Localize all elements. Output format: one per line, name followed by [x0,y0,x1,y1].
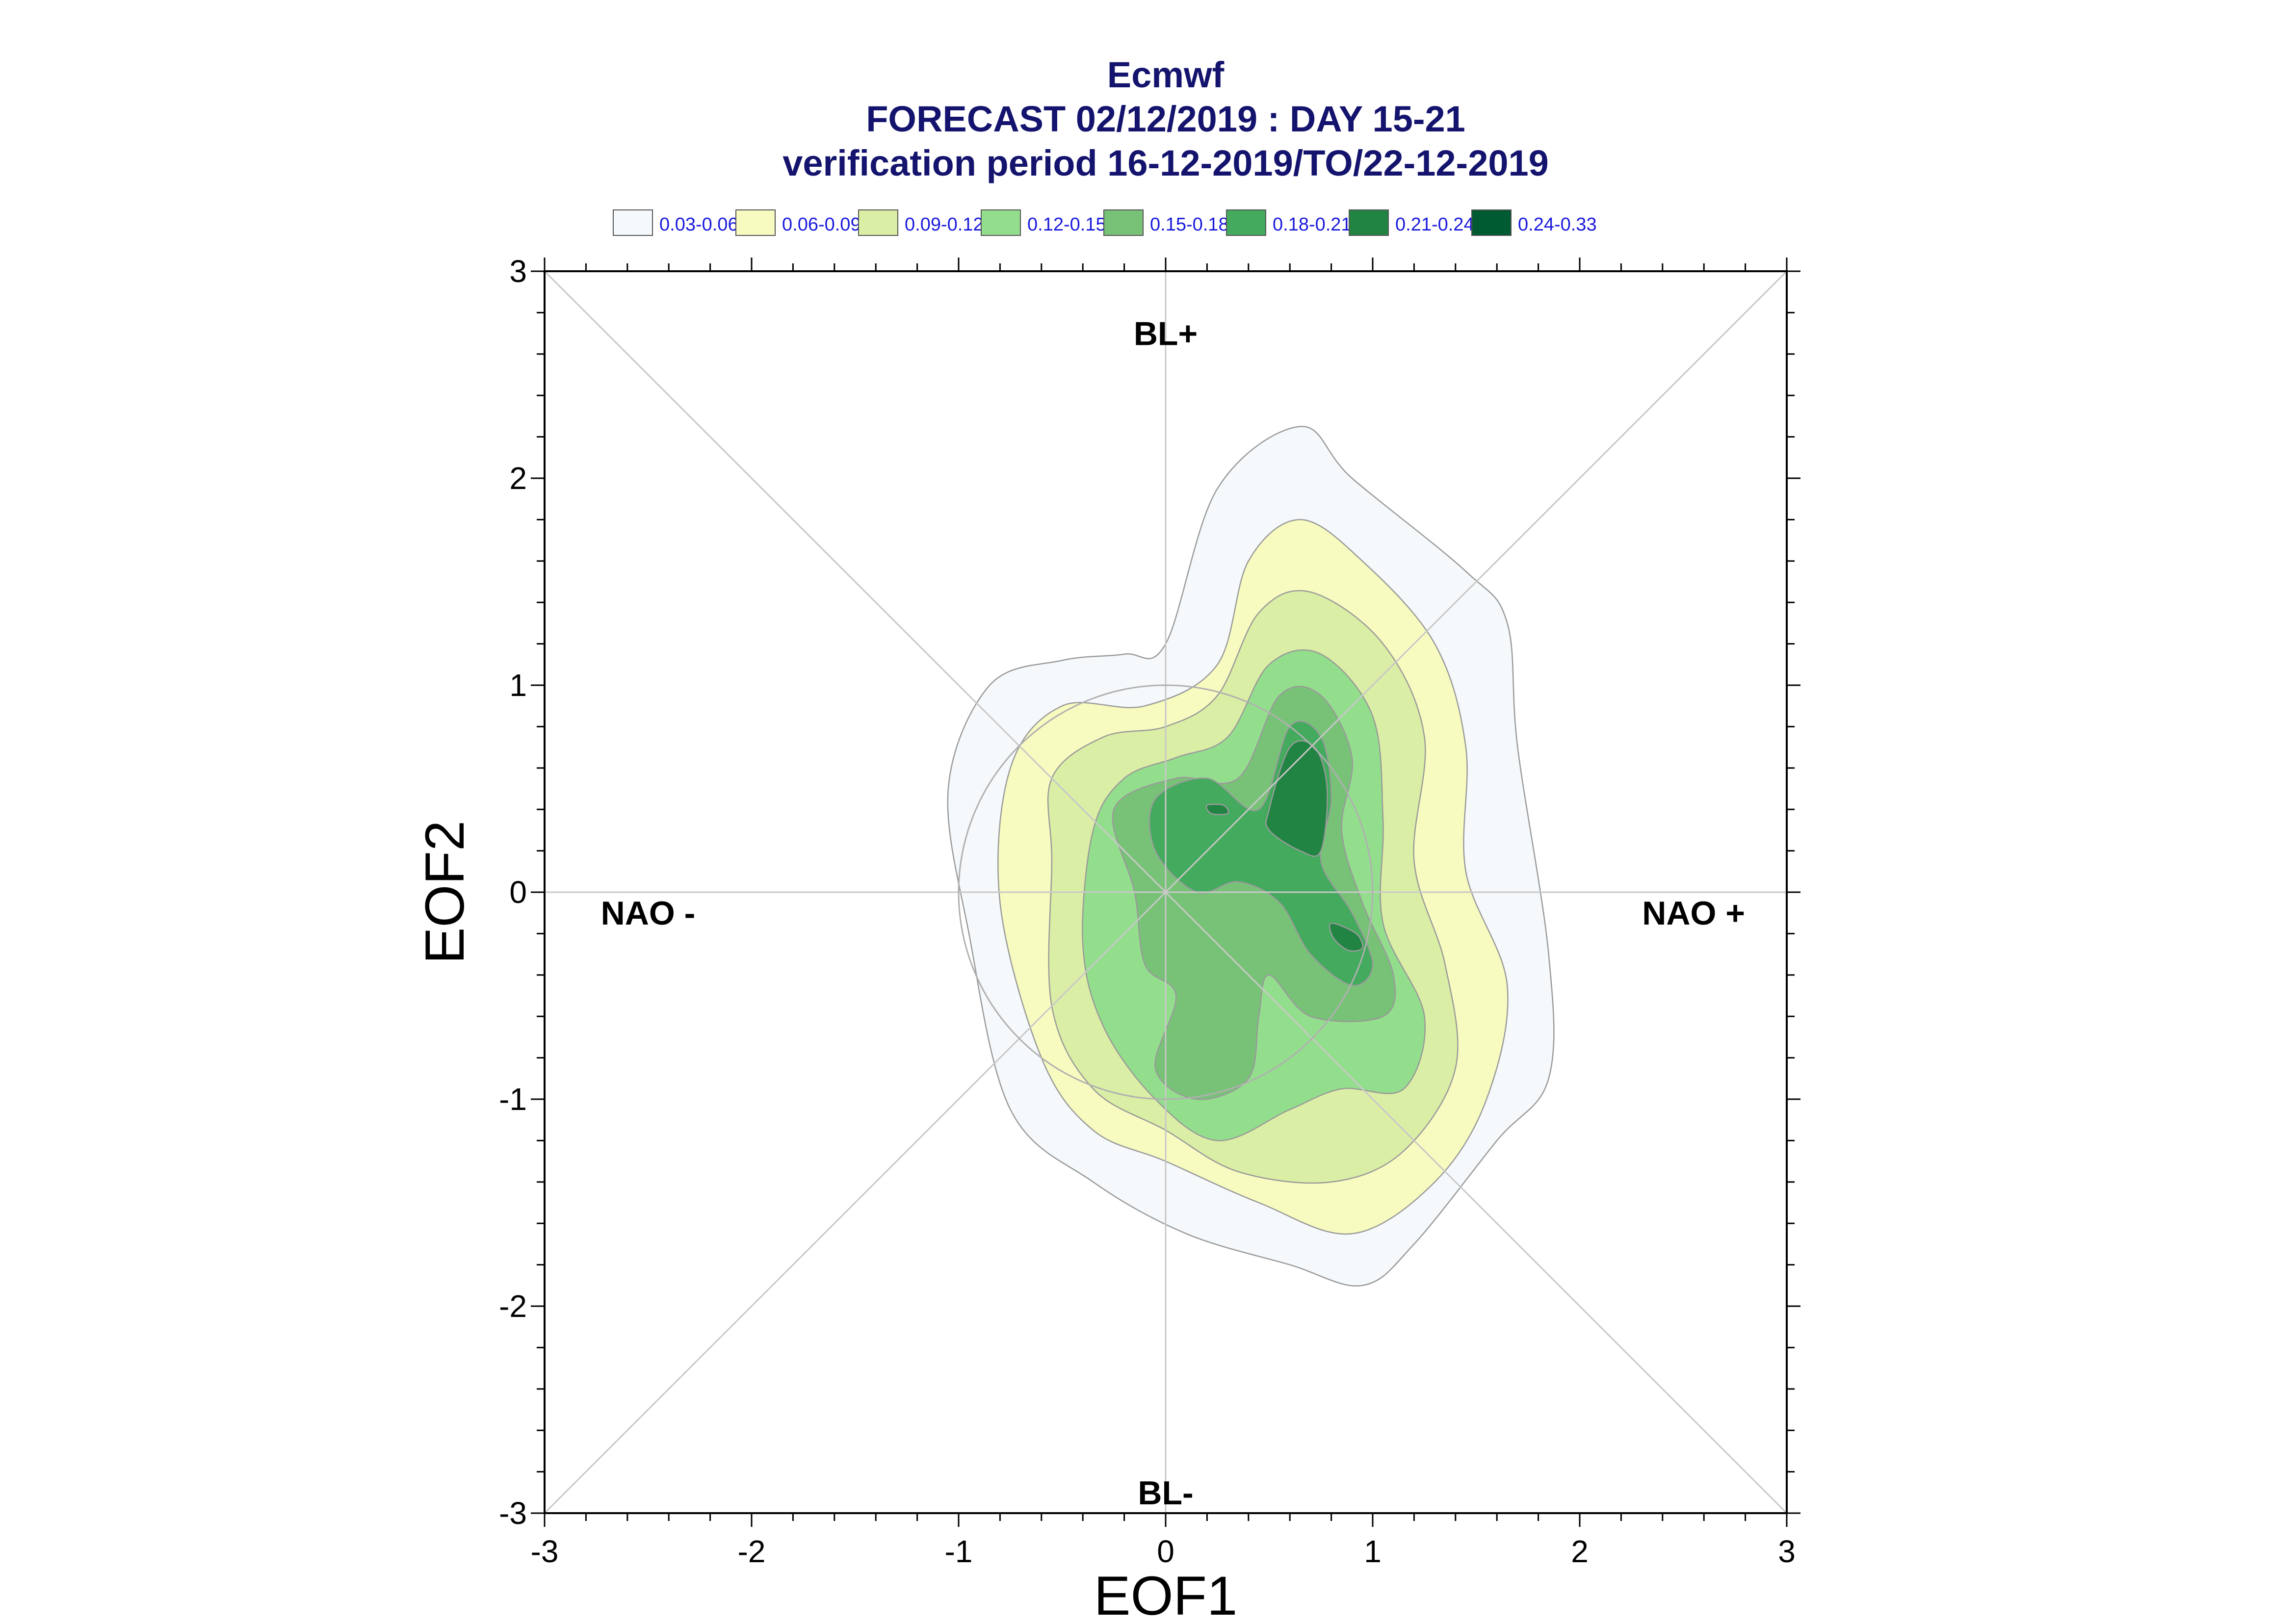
x-axis-title: EOF1 [1094,1565,1238,1624]
density-contours [947,426,1555,1287]
regime-label-3: NAO - [601,895,696,932]
title-line-2: FORECAST 02/12/2019 : DAY 15-21 [866,99,1465,139]
title-line-1: Ecmwf [1107,54,1225,95]
y-tick-label: 2 [509,461,527,496]
legend-label-6: 0.18-0.21 [1273,214,1352,235]
contour-9 [1205,803,1229,816]
contour-7 [1265,740,1328,857]
x-tick-label: -3 [531,1534,559,1569]
x-tick-label: 2 [1571,1534,1589,1569]
regime-label-2: BL- [1138,1474,1193,1512]
legend-label-4: 0.12-0.15 [1027,214,1106,235]
legend-label-5: 0.15-0.18 [1150,214,1229,235]
y-tick-label: 1 [509,668,527,703]
legend-label-7: 0.21-0.24 [1395,214,1474,235]
regime-label-1: BL+ [1134,315,1198,353]
x-tick-label: 1 [1364,1534,1382,1569]
contour-8 [1329,923,1363,952]
y-tick-label: -3 [499,1495,527,1531]
x-tick-label: -1 [945,1534,973,1569]
title-line-3: verification period 16-12-2019/TO/22-12-… [782,143,1549,183]
legend-swatch-6 [1226,209,1266,236]
y-tick-label: -2 [499,1289,527,1324]
y-tick-label: 0 [509,875,527,910]
legend-swatch-1 [613,209,653,236]
regime-label-4: NAO + [1642,895,1745,932]
legend-label-2: 0.06-0.09 [782,214,861,235]
legend-swatch-7 [1349,209,1389,236]
legend-swatch-4 [981,209,1021,236]
legend-label-3: 0.09-0.12 [905,214,984,235]
legend-swatch-3 [858,209,898,236]
x-tick-label: 3 [1778,1534,1796,1569]
legend-label-8: 0.24-0.33 [1518,214,1597,235]
x-tick-label: 0 [1157,1534,1174,1569]
ref-circle-unit [958,684,1374,1100]
ref-line-diag-neg [544,270,1788,1514]
legend-swatch-2 [735,209,776,236]
reference-lines [544,270,1788,1514]
regime-labels: BL+ BL- NAO - NAO + [601,315,1745,1512]
legend-swatch-8 [1471,209,1512,236]
axes: -3 -2 -1 0 1 2 3 3 2 1 0 -1 -2 -3 EOF1 EOF2 [414,254,1800,1624]
legend-swatch-5 [1103,209,1144,236]
y-tick-label: -1 [499,1082,527,1117]
y-axis-title: EOF2 [414,821,475,964]
legend-label-1: 0.03-0.06 [659,214,738,235]
x-tick-label: -2 [738,1534,766,1569]
y-tick-label: 3 [509,254,527,289]
plot-area: -3 -2 -1 0 1 2 3 3 2 1 0 -1 -2 -3 EOF1 EOF2 [414,254,1800,1624]
legend: 0.03-0.06 0.06-0.09 0.09-0.12 0.12-0.15 0.15… [613,209,1597,236]
